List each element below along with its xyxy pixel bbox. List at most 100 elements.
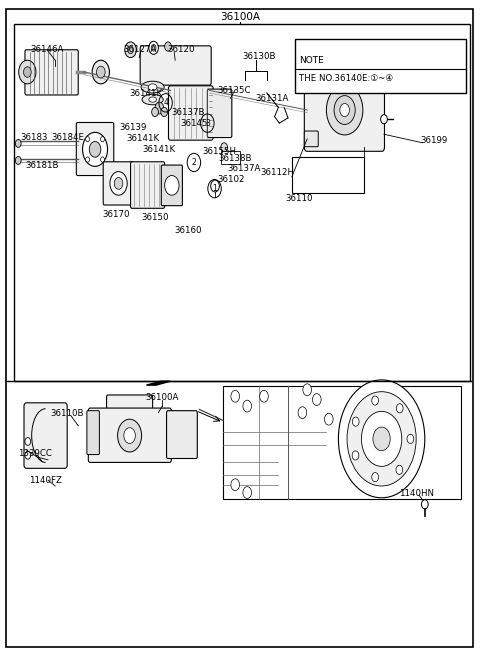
FancyBboxPatch shape [167, 411, 197, 458]
Circle shape [361, 411, 402, 466]
Circle shape [89, 141, 101, 157]
Circle shape [324, 413, 333, 425]
Circle shape [25, 451, 31, 459]
Bar [292, 157, 364, 193]
Circle shape [85, 157, 89, 162]
Text: 1339CC: 1339CC [18, 449, 52, 458]
Text: 36141K: 36141K [142, 145, 175, 154]
Circle shape [372, 396, 379, 405]
Circle shape [396, 465, 403, 474]
Ellipse shape [148, 84, 157, 90]
Circle shape [381, 115, 387, 124]
Text: 36150: 36150 [141, 213, 168, 222]
Circle shape [161, 107, 168, 117]
Circle shape [152, 107, 158, 117]
FancyBboxPatch shape [140, 46, 211, 85]
Circle shape [231, 390, 240, 402]
Circle shape [221, 143, 228, 152]
Text: 2: 2 [192, 158, 196, 167]
Circle shape [372, 472, 379, 481]
Text: 36131A: 36131A [256, 94, 289, 103]
Circle shape [298, 407, 307, 419]
Circle shape [227, 151, 233, 160]
Circle shape [165, 42, 171, 51]
Circle shape [303, 384, 312, 396]
Text: 1140HN: 1140HN [399, 489, 434, 498]
Text: 36130B: 36130B [242, 52, 276, 62]
Circle shape [114, 178, 123, 189]
Circle shape [407, 434, 414, 443]
Circle shape [243, 400, 252, 412]
FancyBboxPatch shape [207, 89, 232, 138]
Text: 36137A: 36137A [228, 164, 261, 174]
Text: 36100A: 36100A [145, 393, 179, 402]
Text: 36100A: 36100A [220, 12, 260, 22]
Circle shape [124, 428, 135, 443]
Circle shape [347, 392, 416, 486]
Circle shape [352, 451, 359, 460]
Circle shape [125, 42, 136, 58]
Text: 36199: 36199 [420, 136, 448, 145]
Text: 36183: 36183 [20, 133, 48, 142]
Text: 36135C: 36135C [217, 86, 251, 95]
FancyBboxPatch shape [76, 122, 114, 176]
Text: NOTE: NOTE [299, 56, 324, 66]
Circle shape [165, 176, 179, 195]
Circle shape [260, 390, 268, 402]
FancyBboxPatch shape [223, 386, 461, 499]
Bar [221, 151, 240, 164]
Circle shape [101, 136, 105, 141]
Circle shape [155, 102, 164, 114]
FancyBboxPatch shape [131, 162, 165, 208]
Circle shape [15, 140, 21, 147]
Circle shape [15, 157, 21, 164]
Circle shape [24, 67, 31, 77]
Bar [14, 24, 470, 381]
FancyBboxPatch shape [161, 165, 182, 206]
Circle shape [243, 487, 252, 498]
Text: 3: 3 [205, 119, 210, 128]
Circle shape [340, 103, 349, 117]
Ellipse shape [142, 94, 163, 105]
FancyBboxPatch shape [103, 162, 134, 205]
Circle shape [326, 85, 363, 135]
Text: 36110: 36110 [285, 194, 312, 203]
FancyBboxPatch shape [304, 73, 318, 88]
Text: 36139: 36139 [119, 123, 146, 132]
Circle shape [85, 136, 89, 141]
Text: 1: 1 [212, 184, 217, 193]
Circle shape [338, 380, 425, 498]
FancyBboxPatch shape [304, 131, 318, 147]
FancyBboxPatch shape [304, 68, 384, 151]
FancyBboxPatch shape [25, 50, 78, 95]
Circle shape [211, 180, 219, 192]
Text: 36141K: 36141K [126, 134, 159, 143]
Text: THE NO.36140E:①~④: THE NO.36140E:①~④ [299, 74, 393, 83]
Text: 1140FZ: 1140FZ [29, 476, 61, 485]
Circle shape [128, 46, 133, 54]
Text: 36112H: 36112H [261, 168, 295, 178]
Text: 36170: 36170 [102, 210, 130, 219]
Text: 36137B: 36137B [172, 107, 205, 117]
Circle shape [334, 96, 355, 124]
Text: 36184E: 36184E [52, 133, 85, 142]
Text: 36127A: 36127A [123, 45, 157, 54]
FancyBboxPatch shape [88, 408, 171, 462]
Text: 36110B: 36110B [51, 409, 84, 419]
Text: 36160: 36160 [174, 226, 202, 235]
FancyBboxPatch shape [24, 403, 67, 468]
FancyBboxPatch shape [168, 86, 213, 140]
Circle shape [118, 419, 142, 452]
Text: 36181B: 36181B [25, 160, 59, 170]
Circle shape [19, 60, 36, 84]
Text: 36102: 36102 [217, 175, 245, 184]
FancyBboxPatch shape [107, 395, 153, 426]
Text: 36145: 36145 [180, 119, 208, 128]
FancyBboxPatch shape [87, 411, 99, 455]
Text: 4: 4 [163, 98, 168, 107]
Text: 36155H: 36155H [203, 147, 237, 156]
Circle shape [96, 66, 105, 78]
Circle shape [231, 479, 240, 491]
Circle shape [101, 157, 105, 162]
Circle shape [421, 500, 428, 509]
